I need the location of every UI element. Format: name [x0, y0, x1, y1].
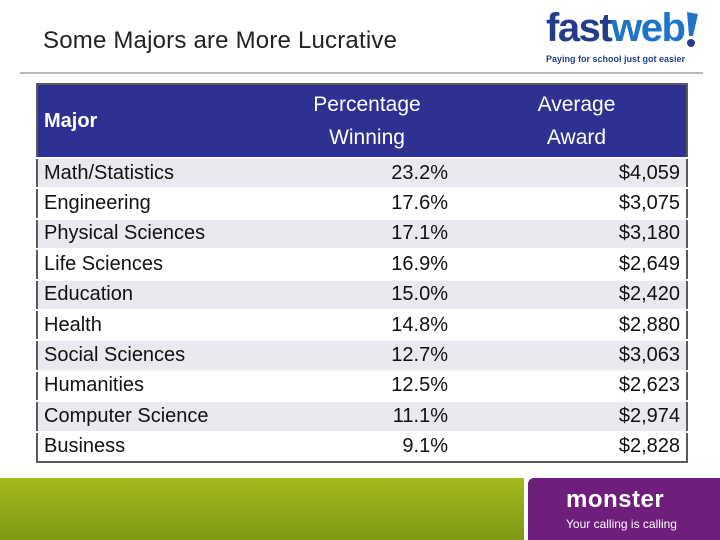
- title-divider: [20, 72, 703, 74]
- table-header-row: Major Percentage Winning Average Award: [37, 84, 687, 158]
- monster-wordmark: monster: [566, 486, 665, 513]
- table-row: Life Sciences 16.9% $2,649: [37, 248, 687, 280]
- table-row: Computer Science 11.1% $2,974: [37, 400, 687, 432]
- cell-award: $4,059: [467, 156, 687, 189]
- cell-percentage: 17.6%: [267, 187, 467, 219]
- cell-percentage: 17.1%: [267, 217, 467, 250]
- cell-percentage: 15.0%: [267, 278, 467, 310]
- slide-title: Some Majors are More Lucrative: [43, 27, 398, 54]
- table-row: Physical Sciences 17.1% $3,180: [37, 217, 687, 250]
- cell-major: Computer Science: [37, 400, 267, 432]
- cell-major: Education: [37, 278, 267, 310]
- cell-major: Engineering: [37, 187, 267, 219]
- cell-major: Life Sciences: [37, 248, 267, 280]
- cell-major: Health: [37, 308, 267, 341]
- table-row: Math/Statistics 23.2% $4,059: [37, 156, 687, 189]
- majors-table: Major Percentage Winning Average Award M…: [36, 83, 688, 463]
- column-header-award: Average Award: [467, 84, 687, 158]
- cell-percentage: 16.9%: [267, 248, 467, 280]
- table-row: Health 14.8% $2,880: [37, 308, 687, 341]
- cell-award: $3,075: [467, 187, 687, 219]
- cell-major: Physical Sciences: [37, 217, 267, 250]
- cell-award: $3,180: [467, 217, 687, 250]
- cell-award: $2,880: [467, 308, 687, 341]
- monster-logo: monster Your calling is calling: [528, 478, 720, 540]
- cell-major: Humanities: [37, 369, 267, 402]
- table-row: Business 9.1% $2,828: [37, 430, 687, 462]
- table-row: Engineering 17.6% $3,075: [37, 187, 687, 219]
- column-header-major: Major: [37, 84, 267, 158]
- logo-word-fast: fast: [546, 6, 613, 50]
- cell-percentage: 12.5%: [267, 369, 467, 402]
- fastweb-logo: fastweb Paying for school just got easie…: [546, 8, 706, 70]
- cell-major: Business: [37, 430, 267, 462]
- cell-major: Math/Statistics: [37, 156, 267, 189]
- cell-percentage: 11.1%: [267, 400, 467, 432]
- table-row: Social Sciences 12.7% $3,063: [37, 339, 687, 371]
- cell-award: $2,649: [467, 248, 687, 280]
- cell-percentage: 14.8%: [267, 308, 467, 341]
- table-row: Humanities 12.5% $2,623: [37, 369, 687, 402]
- logo-word-web: web: [611, 6, 686, 50]
- cell-award: $2,623: [467, 369, 687, 402]
- logo-tagline: Paying for school just got easier: [546, 54, 686, 64]
- table-row: Education 15.0% $2,420: [37, 278, 687, 310]
- cell-percentage: 12.7%: [267, 339, 467, 371]
- logo-exclamation-icon: [687, 12, 698, 47]
- cell-award: $2,974: [467, 400, 687, 432]
- cell-percentage: 23.2%: [267, 156, 467, 189]
- column-header-percentage: Percentage Winning: [267, 84, 467, 158]
- monster-slogan: Your calling is calling: [566, 517, 677, 531]
- cell-award: $2,420: [467, 278, 687, 310]
- footer-green-band: [0, 478, 524, 540]
- cell-award: $3,063: [467, 339, 687, 371]
- cell-major: Social Sciences: [37, 339, 267, 371]
- cell-award: $2,828: [467, 430, 687, 462]
- cell-percentage: 9.1%: [267, 430, 467, 462]
